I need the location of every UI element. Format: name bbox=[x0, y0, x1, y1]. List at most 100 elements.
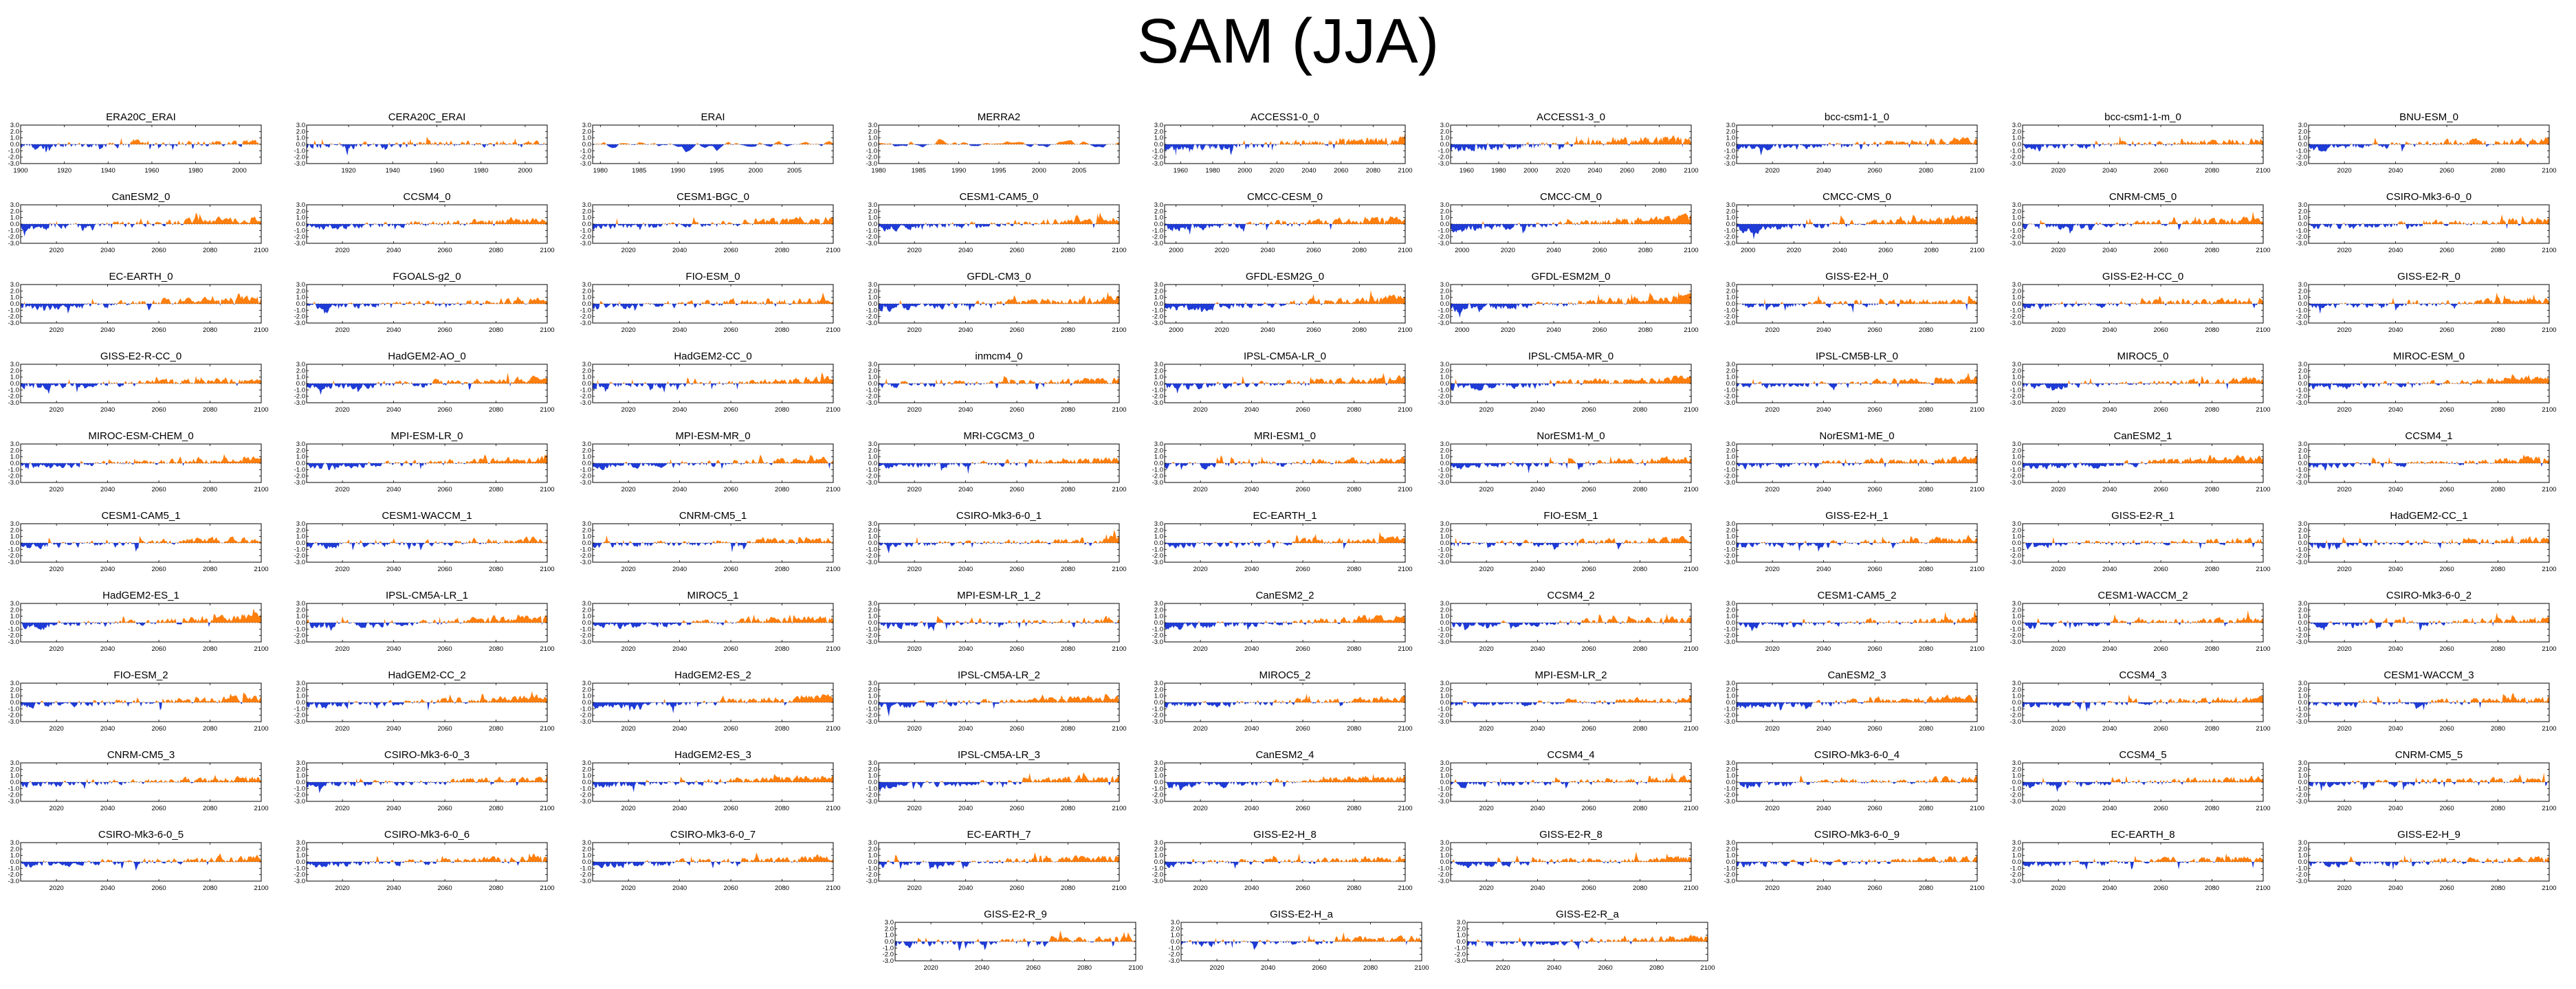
y-tick-label: 0.0 bbox=[868, 779, 877, 786]
y-tick-label: 2.0 bbox=[582, 128, 591, 135]
x-tick-label: 2040 bbox=[958, 326, 973, 334]
y-tick-label: 0.0 bbox=[582, 380, 591, 388]
y-tick-label: 0.0 bbox=[2012, 699, 2021, 707]
y-tick-label: -3.0 bbox=[1152, 320, 1163, 327]
negative-area bbox=[307, 224, 547, 230]
y-tick-label: 1.0 bbox=[296, 294, 305, 302]
y-tick-label: 0.0 bbox=[582, 460, 591, 467]
x-tick-label: 2100 bbox=[1112, 885, 1126, 892]
y-tick-label: -3.0 bbox=[2010, 399, 2021, 407]
y-tick-label: 0.0 bbox=[2298, 380, 2307, 388]
x-tick-label: 1980 bbox=[593, 167, 608, 175]
y-tick-label: -1.0 bbox=[2296, 147, 2307, 155]
x-tick-label: 2080 bbox=[1061, 326, 1075, 334]
y-tick-label: 3.0 bbox=[868, 839, 877, 847]
x-tick-label: 2020 bbox=[49, 645, 64, 653]
y-tick-label: 1.0 bbox=[1440, 533, 1449, 541]
y-tick-label: -2.0 bbox=[2010, 234, 2021, 241]
x-tick-label: 2000 bbox=[1169, 326, 1183, 334]
y-tick-label: -3.0 bbox=[1438, 559, 1449, 566]
y-tick-label: -3.0 bbox=[1152, 638, 1163, 646]
x-tick-label: 2100 bbox=[1112, 326, 1126, 334]
x-tick-label: 2080 bbox=[2491, 326, 2505, 334]
negative-area bbox=[1451, 702, 1691, 708]
panel-HadGEM2-CC_2: HadGEM2-CC_2 3.0 2.0 1.0 0.0 -1.0 -2.0 -3.0 2020… bbox=[289, 669, 555, 746]
x-tick-label: 2080 bbox=[2205, 406, 2219, 414]
negative-area bbox=[1737, 304, 1977, 313]
x-tick-label: 2060 bbox=[2439, 725, 2454, 733]
x-tick-label: 2080 bbox=[1919, 805, 1933, 812]
negative-area bbox=[1737, 543, 1977, 552]
negative-area bbox=[21, 304, 261, 314]
panel-svg: CSIRO-Mk3-6-0_33.02.01.00.0-1.0-2.0-3.02… bbox=[294, 749, 555, 812]
y-tick-label: 1.0 bbox=[2298, 294, 2307, 302]
x-tick-label: 2060 bbox=[1009, 885, 1024, 892]
y-tick-label: 0.0 bbox=[1440, 619, 1449, 627]
y-tick-label: -1.0 bbox=[866, 386, 877, 394]
positive-area bbox=[1165, 455, 1405, 463]
y-tick-label: 3.0 bbox=[1440, 441, 1449, 448]
panel-svg: CESM1-CAM5_03.02.01.00.0-1.0-2.0-3.02020… bbox=[866, 191, 1127, 254]
y-tick-label: -1.0 bbox=[866, 705, 877, 713]
y-tick-label: 2.0 bbox=[582, 606, 591, 614]
panel-svg: bcc-csm1-1-m_03.02.01.00.0-1.0-2.0-3.020… bbox=[2010, 111, 2271, 175]
positive-area bbox=[879, 375, 1119, 384]
y-tick-label: 3.0 bbox=[1154, 839, 1163, 847]
y-tick-label: -3.0 bbox=[1438, 878, 1449, 885]
positive-area bbox=[1165, 373, 1405, 384]
x-tick-label: 2040 bbox=[100, 247, 115, 254]
panel-title: HadGEM2-CC_0 bbox=[674, 351, 751, 362]
positive-area bbox=[1165, 290, 1405, 304]
x-tick-label: 2060 bbox=[1581, 885, 1596, 892]
y-tick-label: -2.0 bbox=[1438, 234, 1449, 241]
x-tick-label: 2040 bbox=[1530, 406, 1545, 414]
y-tick-label: 1.0 bbox=[582, 613, 591, 621]
negative-area bbox=[2023, 224, 2263, 234]
positive-area bbox=[1451, 852, 1691, 862]
panel-title: CERA20C_ERAI bbox=[388, 111, 466, 123]
y-tick-label: -2.0 bbox=[1724, 154, 1735, 162]
y-tick-label: -2.0 bbox=[2296, 313, 2307, 321]
panel-title: CNRM-CM5_3 bbox=[107, 749, 175, 761]
negative-area bbox=[2309, 543, 2549, 551]
y-tick-label: -2.0 bbox=[294, 473, 305, 480]
y-tick-label: 2.0 bbox=[1440, 447, 1449, 454]
negative-area bbox=[2023, 782, 2263, 792]
panel-GFDL-CM3_0: GFDL-CM3_0 3.0 2.0 1.0 0.0 -1.0 -2.0 -3.0 2020 20… bbox=[861, 271, 1127, 348]
x-tick-label: 2060 bbox=[1312, 964, 1326, 972]
panel-CCSM4_1: CCSM4_1 3.0 2.0 1.0 0.0 -1.0 -2.0 -3.0 2020 2040 2… bbox=[2291, 430, 2557, 507]
x-tick-label: 2080 bbox=[775, 326, 789, 334]
x-tick-label: 2060 bbox=[437, 486, 452, 493]
x-tick-label: 2020 bbox=[335, 486, 350, 493]
x-tick-label: 2080 bbox=[203, 406, 217, 414]
y-tick-label: 1.0 bbox=[582, 374, 591, 381]
x-tick-label: 2040 bbox=[1530, 486, 1545, 493]
y-tick-label: -1.0 bbox=[866, 625, 877, 633]
x-tick-label: 2020 bbox=[2051, 725, 2066, 733]
x-tick-label: 2080 bbox=[2491, 885, 2505, 892]
y-tick-label: -1.0 bbox=[2296, 705, 2307, 713]
positive-area bbox=[21, 692, 261, 702]
x-tick-label: 2020 bbox=[1787, 247, 1801, 254]
x-tick-label: 2020 bbox=[2337, 326, 2352, 334]
x-tick-label: 2040 bbox=[386, 406, 401, 414]
y-tick-label: 3.0 bbox=[2298, 441, 2307, 448]
y-tick-label: 0.0 bbox=[2012, 779, 2021, 786]
positive-area bbox=[2309, 693, 2549, 702]
y-tick-label: 3.0 bbox=[2298, 680, 2307, 687]
y-tick-label: 3.0 bbox=[1154, 361, 1163, 368]
y-tick-label: 0.0 bbox=[296, 300, 305, 308]
y-tick-label: -2.0 bbox=[1152, 632, 1163, 640]
y-tick-label: -2.0 bbox=[1724, 871, 1735, 879]
y-tick-label: 2.0 bbox=[1154, 367, 1163, 375]
negative-area bbox=[2309, 463, 2549, 471]
y-tick-label: 0.0 bbox=[10, 858, 19, 866]
y-tick-label: 2.0 bbox=[1154, 686, 1163, 693]
y-tick-label: -2.0 bbox=[8, 393, 19, 401]
x-tick-label: 2100 bbox=[826, 486, 840, 493]
y-tick-label: -3.0 bbox=[866, 399, 877, 407]
y-tick-label: 2.0 bbox=[296, 287, 305, 295]
x-tick-label: 2040 bbox=[2388, 645, 2403, 653]
